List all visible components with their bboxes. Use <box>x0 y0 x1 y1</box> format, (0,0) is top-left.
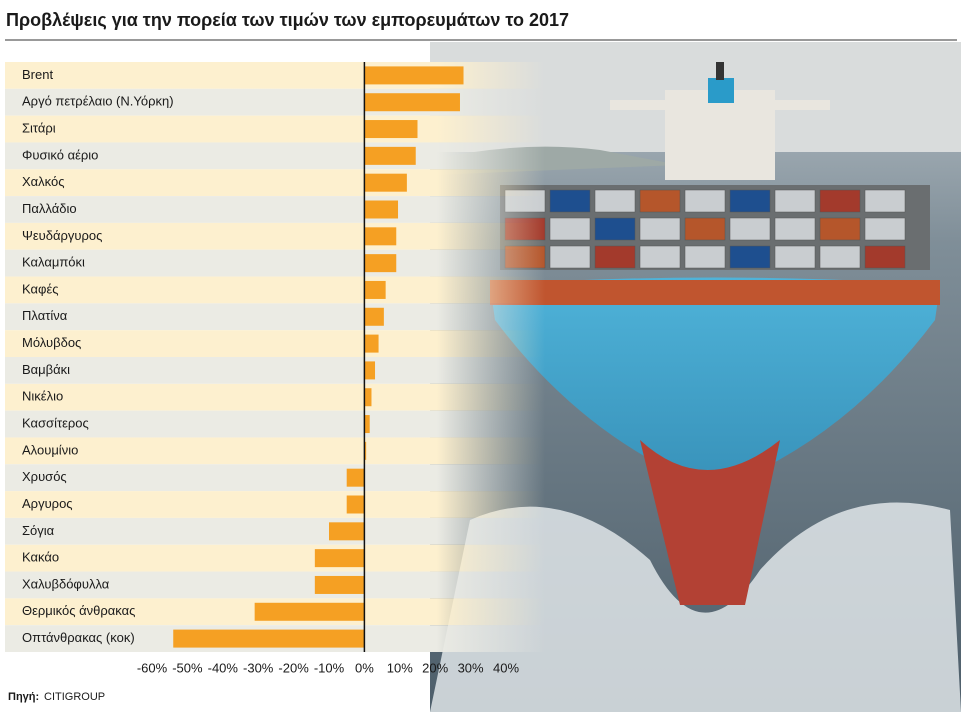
y-tick-label: Βαμβάκι <box>22 362 70 377</box>
bar <box>364 280 386 299</box>
row-stripe <box>5 249 545 277</box>
x-tick-label: 30% <box>458 660 484 675</box>
bar <box>329 522 365 541</box>
bar <box>364 173 407 192</box>
bar <box>173 629 365 648</box>
source-label: Πηγή: <box>8 691 39 703</box>
bar <box>364 227 397 246</box>
x-tick-label: -50% <box>172 660 203 675</box>
row-stripe <box>5 357 545 384</box>
y-tick-label: Αργό πετρέλαιο (Ν.Υόρκη) <box>22 94 174 109</box>
row-stripe <box>5 62 545 89</box>
y-tick-label: Καλαμπόκι <box>22 255 85 270</box>
x-tick-label: 40% <box>493 660 519 675</box>
row-stripe <box>5 517 545 545</box>
y-tick-label: Φυσικό αέριο <box>22 147 98 162</box>
bar <box>254 602 365 621</box>
row-stripe <box>5 330 545 357</box>
x-tick-label: 10% <box>387 660 413 675</box>
row-stripe <box>5 571 545 599</box>
bar <box>364 93 460 112</box>
bar <box>364 307 384 326</box>
x-tick-label: -10% <box>314 660 345 675</box>
x-tick-label: 20% <box>422 660 448 675</box>
row-stripe <box>5 196 545 223</box>
row-stripe <box>5 303 545 331</box>
x-tick-label: -30% <box>243 660 274 675</box>
source: CITIGROUP <box>44 691 105 703</box>
y-tick-label: Πλατίνα <box>22 308 68 323</box>
y-tick-label: Ψευδάργυρος <box>22 228 102 243</box>
row-stripe <box>5 491 545 518</box>
y-tick-label: Κασσίτερος <box>22 415 89 430</box>
row-stripe <box>5 464 545 492</box>
y-tick-label: Σόγια <box>22 523 55 538</box>
bar <box>364 146 416 165</box>
row-stripe <box>5 115 545 143</box>
y-tick-label: Χρυσός <box>22 469 67 484</box>
y-tick-label: Brent <box>22 67 53 82</box>
row-stripe <box>5 222 545 250</box>
row-stripe <box>5 276 545 304</box>
bar <box>364 66 464 85</box>
y-tick-label: Παλλάδιο <box>22 201 77 216</box>
bar <box>364 441 367 460</box>
y-tick-label: Οπτάνθρακας (κοκ) <box>22 630 135 645</box>
y-tick-label: Σιτάρι <box>22 120 56 135</box>
y-tick-label: Αργυρος <box>22 496 73 511</box>
bar <box>364 415 370 434</box>
y-tick-label: Μόλυβδος <box>22 335 81 350</box>
row-stripe <box>5 544 545 572</box>
y-tick-label: Θερμικός άνθρακας <box>22 603 135 618</box>
bar <box>364 200 399 219</box>
bar <box>364 334 379 353</box>
row-stripe <box>5 383 545 411</box>
y-tick-label: Χαλυβδόφυλλα <box>22 576 110 591</box>
bar <box>346 495 365 514</box>
bar <box>314 549 365 568</box>
bar <box>364 120 418 139</box>
row-stripe <box>5 169 545 197</box>
y-tick-label: Κακάο <box>22 550 59 565</box>
row-stripe <box>5 437 545 465</box>
y-tick-label: Νικέλιο <box>22 389 63 404</box>
row-stripe <box>5 410 545 438</box>
bar <box>364 254 397 273</box>
background-photo <box>430 42 961 712</box>
bar <box>364 361 376 380</box>
x-tick-label: -20% <box>278 660 309 675</box>
x-tick-label: -40% <box>208 660 239 675</box>
chart-title: Προβλέψεις για την πορεία των τιμών των … <box>6 10 569 30</box>
bar <box>364 388 372 407</box>
bar <box>346 468 365 487</box>
bar <box>314 575 365 594</box>
x-tick-label: -60% <box>137 660 168 675</box>
y-tick-label: Χαλκός <box>22 174 65 189</box>
y-tick-label: Καφές <box>22 281 59 296</box>
x-tick-label: 0% <box>355 660 374 675</box>
y-tick-label: Αλουμίνιο <box>22 442 78 457</box>
row-stripe <box>5 142 545 170</box>
